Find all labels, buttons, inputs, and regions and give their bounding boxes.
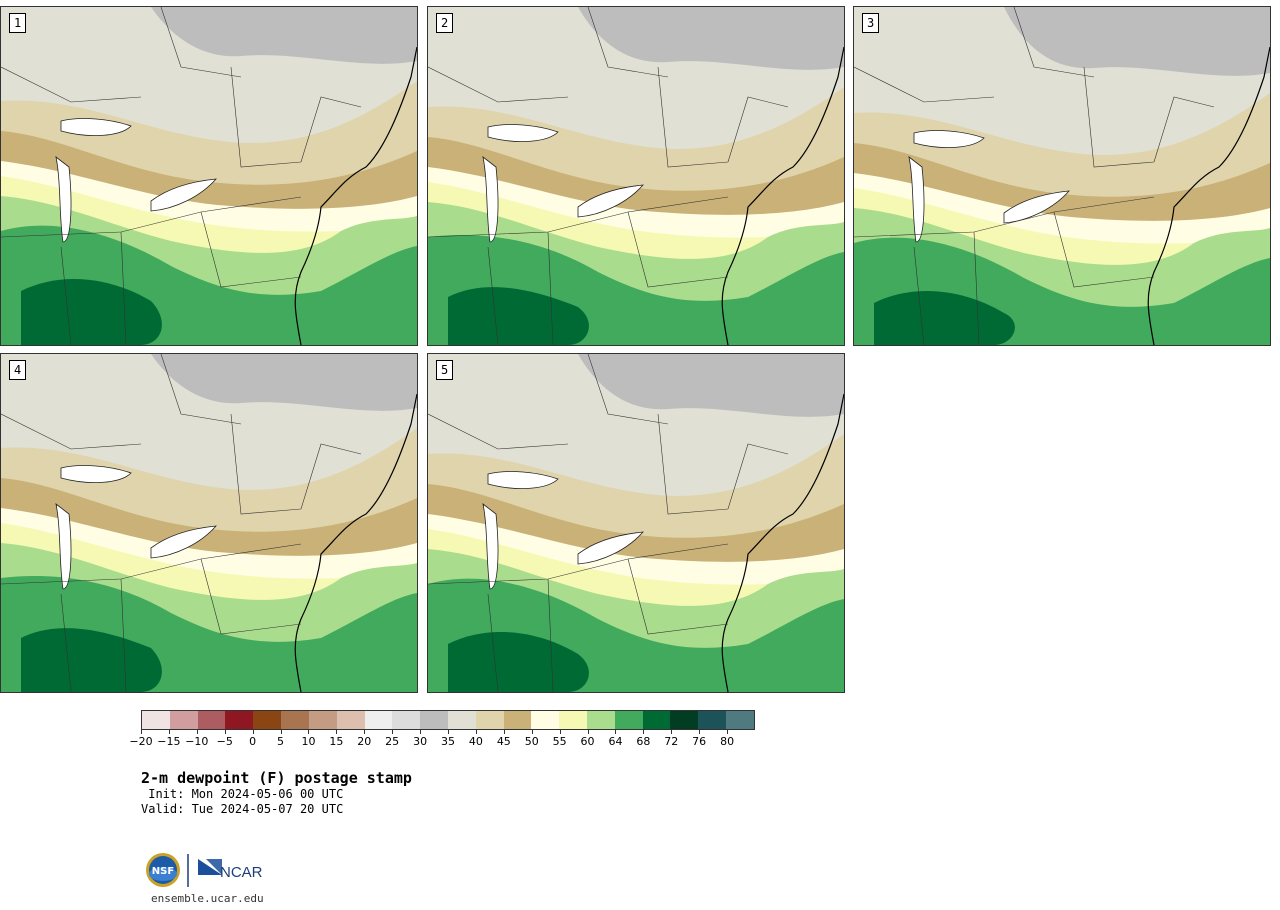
colorbar-swatch [475, 711, 504, 729]
colorbar-swatch [587, 711, 615, 729]
colorbar-tick [615, 730, 617, 734]
colorbar-tick [531, 730, 533, 734]
init-time: Init: Mon 2024-05-06 00 UTC [141, 787, 344, 801]
colorbar-swatch [169, 711, 198, 729]
colorbar-tick [559, 730, 561, 734]
colorbar-swatch [614, 711, 643, 729]
colorbar-swatch [253, 711, 282, 729]
colorbar-ticks: −20 −15 −10 −5 0 5 10 15 20 25 30 35 40 45 50 55 60 64 68 7… [129, 730, 755, 750]
colorbar [141, 710, 755, 730]
colorbar-tick-label: 25 [385, 735, 400, 748]
colorbar-tick-label: 76 [692, 735, 707, 748]
valid-time: Valid: Tue 2024-05-07 20 UTC [141, 802, 344, 816]
colorbar-tick-label: 0 [249, 735, 257, 748]
colorbar-tick [727, 730, 729, 734]
dewpoint-map [428, 354, 844, 692]
colorbar-swatch [447, 711, 476, 729]
colorbar-tick-label: 35 [441, 735, 455, 748]
logo-area: NSF NCAR [145, 851, 285, 891]
colorbar-tick [224, 730, 226, 734]
colorbar-tick [643, 730, 645, 734]
map-panel-1: 1 [0, 6, 418, 346]
colorbar-swatch [225, 711, 254, 729]
colorbar-tick [503, 730, 505, 734]
colorbar-tick [196, 730, 198, 734]
colorbar-tick [587, 730, 589, 734]
colorbar-swatch [336, 711, 365, 729]
colorbar-swatch [281, 711, 309, 729]
panel-number: 5 [436, 360, 454, 380]
colorbar-tick-label: 10 [301, 735, 316, 748]
colorbar-tick-label: −10 [185, 735, 209, 748]
colorbar-tick-label: 15 [329, 735, 344, 748]
colorbar-tick [336, 730, 338, 734]
colorbar-swatch [531, 711, 560, 729]
dewpoint-map [1, 7, 417, 345]
nsf-logo-icon: NSF [146, 853, 180, 887]
colorbar-tick-label: −15 [157, 735, 181, 748]
dewpoint-map [1, 354, 417, 692]
colorbar-tick-label: 20 [357, 735, 372, 748]
colorbar-tick [141, 730, 142, 734]
dewpoint-map [428, 7, 844, 345]
panel-number: 2 [436, 13, 454, 33]
panel-number: 3 [862, 13, 880, 33]
colorbar-tick-label: 5 [277, 735, 285, 748]
panel-number: 4 [9, 360, 27, 380]
panel-number: 1 [9, 13, 27, 33]
colorbar-tick-label: 80 [720, 735, 735, 748]
nsf-logo-text: NSF [152, 866, 174, 877]
colorbar-tick-label: 45 [496, 735, 511, 748]
colorbar-swatch [726, 711, 754, 729]
colorbar-tick-label: −20 [129, 735, 153, 748]
map-panel-5: 5 [427, 353, 845, 693]
colorbar-tick-label: 40 [468, 735, 483, 748]
colorbar-tick [475, 730, 477, 734]
colorbar-tick [280, 730, 282, 734]
colorbar-tick-label: 30 [413, 735, 428, 748]
colorbar-swatch [392, 711, 421, 729]
ncar-logo-icon: NCAR [198, 859, 263, 881]
colorbar-tick-label: 68 [636, 735, 651, 748]
colorbar-swatch [142, 711, 170, 729]
colorbar-tick-label: 64 [608, 735, 623, 748]
colorbar-tick [420, 730, 422, 734]
colorbar-swatch [420, 711, 448, 729]
colorbar-tick [308, 730, 310, 734]
colorbar-swatch [503, 711, 532, 729]
colorbar-tick-label: 60 [580, 735, 595, 748]
colorbar-tick [392, 730, 394, 734]
colorbar-tick-label: −5 [216, 735, 233, 748]
colorbar-tick [168, 730, 170, 734]
colorbar-swatch [197, 711, 226, 729]
colorbar-swatch [364, 711, 393, 729]
colorbar-swatch [308, 711, 337, 729]
map-panel-3: 3 [853, 6, 1271, 346]
colorbar-swatch [698, 711, 727, 729]
colorbar-tick-label: 50 [524, 735, 539, 748]
colorbar-tick [252, 730, 254, 734]
dewpoint-map [854, 7, 1270, 345]
colorbar-tick [671, 730, 673, 734]
colorbar-swatch [642, 711, 671, 729]
map-panel-2: 2 [427, 6, 845, 346]
colorbar-tick-label: 55 [552, 735, 567, 748]
map-panel-4: 4 [0, 353, 418, 693]
colorbar-tick [364, 730, 366, 734]
colorbar-tick [699, 730, 701, 734]
colorbar-swatch [670, 711, 699, 729]
colorbar-tick [448, 730, 449, 734]
ncar-logo-text: NCAR [220, 864, 263, 881]
site-url: ensemble.ucar.edu [151, 892, 264, 905]
colorbar-tick-label: 72 [664, 735, 679, 748]
page-title: 2-m dewpoint (F) postage stamp [141, 769, 412, 787]
colorbar-swatch [559, 711, 587, 729]
